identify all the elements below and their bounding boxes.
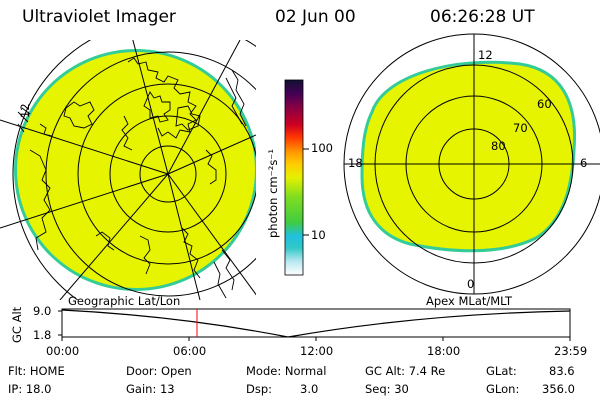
glon-label: GLon: (486, 382, 520, 396)
colorbar (284, 79, 309, 276)
left-side-label: 12 (18, 103, 32, 118)
header-time: 06:26:28 UT (430, 7, 535, 27)
altitude-ymin: 1.8 (33, 328, 52, 342)
mlt-label-12: 12 (478, 48, 493, 62)
ip-value: IP: 18.0 (8, 382, 52, 396)
flight-status: Flt: HOME (8, 364, 65, 378)
glon-value: 356.0 (542, 382, 575, 396)
altitude-xtick-2359: 23:59 (554, 344, 588, 358)
altitude-xtick-0600: 06:00 (173, 344, 207, 358)
sequence-value: Seq: 30 (365, 382, 409, 396)
altitude-xtick-0000: 00:00 (46, 344, 80, 358)
mlt-label-6: 6 (580, 156, 588, 170)
app-title: Ultraviolet Imager (22, 7, 176, 27)
right-panel-caption: Apex MLat/MLT (426, 294, 513, 308)
colorbar-tick-100: 100 (311, 141, 333, 155)
mode-value: Mode: Normal (246, 364, 327, 378)
mlt-label-0: 0 (467, 277, 475, 291)
dsp-value: 3.0 (300, 382, 319, 396)
gain-value: Gain: 13 (126, 382, 175, 396)
mlt-label-18: 18 (348, 156, 363, 170)
lat-label-80: 80 (491, 139, 506, 153)
gc-altitude: GC Alt: 7.4 Re (365, 364, 446, 378)
glat-label: GLat: (486, 364, 517, 378)
altitude-xtick-1200: 12:00 (300, 344, 334, 358)
colorbar-tick-10: 10 (311, 228, 326, 242)
header-date: 02 Jun 00 (275, 7, 356, 27)
glat-value: 83.6 (549, 364, 575, 378)
lat-label-70: 70 (513, 121, 528, 135)
altitude-ymax: 9.0 (33, 304, 52, 318)
lat-label-60: 60 (537, 97, 552, 111)
magnetic-polar-plot (343, 33, 600, 295)
altitude-ylabel: GC Alt (10, 306, 24, 343)
geographic-map (0, 40, 256, 300)
dsp-label: Dsp: (246, 382, 273, 396)
door-status: Door: Open (126, 364, 192, 378)
colorbar-unit-label: photon cm⁻²s⁻¹ (266, 149, 280, 238)
left-panel-caption: Geographic Lat/Lon (68, 294, 181, 308)
altitude-xtick-1800: 18:00 (427, 344, 461, 358)
altitude-plot (58, 308, 571, 341)
